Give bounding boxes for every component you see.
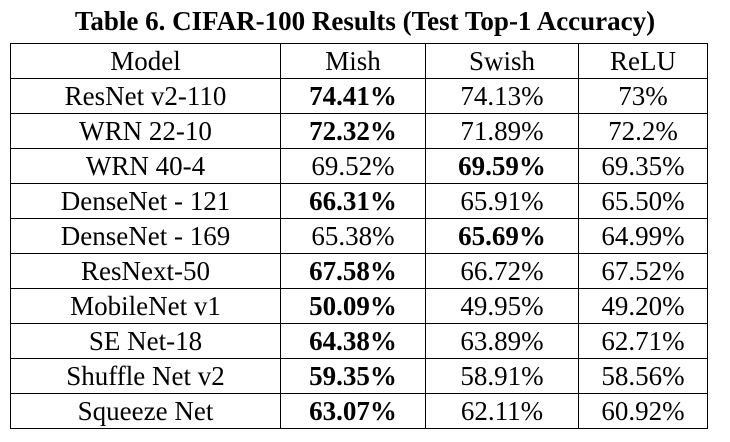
- header-relu: ReLU: [578, 43, 708, 79]
- model-cell: WRN 40-4: [10, 148, 281, 184]
- relu-cell: 58.56%: [578, 358, 708, 394]
- mish-cell: 59.35%: [280, 358, 426, 394]
- model-cell: DenseNet - 169: [10, 218, 281, 254]
- swish-cell: 62.11%: [425, 393, 579, 429]
- table-row: DenseNet - 121 66.31% 65.91% 65.50%: [10, 183, 708, 219]
- model-cell: WRN 22-10: [10, 113, 281, 149]
- header-mish: Mish: [280, 43, 426, 79]
- relu-cell: 69.35%: [578, 148, 708, 184]
- model-cell: SE Net-18: [10, 323, 281, 359]
- relu-cell: 62.71%: [578, 323, 708, 359]
- swish-cell: 66.72%: [425, 253, 579, 289]
- relu-cell: 65.50%: [578, 183, 708, 219]
- mish-cell: 65.38%: [280, 218, 426, 254]
- relu-cell: 49.20%: [578, 288, 708, 324]
- table-row: MobileNet v1 50.09% 49.95% 49.20%: [10, 288, 708, 324]
- model-cell: ResNet v2-110: [10, 78, 281, 114]
- cropped-text-fragment: [60, 436, 360, 442]
- swish-cell: 71.89%: [425, 113, 579, 149]
- relu-cell: 60.92%: [578, 393, 708, 429]
- relu-cell: 73%: [578, 78, 708, 114]
- model-cell: Squeeze Net: [10, 393, 281, 429]
- swish-cell: 58.91%: [425, 358, 579, 394]
- swish-cell: 63.89%: [425, 323, 579, 359]
- results-table: Model Mish Swish ReLU ResNet v2-110 74.4…: [10, 43, 708, 429]
- table-row: DenseNet - 169 65.38% 65.69% 64.99%: [10, 218, 708, 254]
- relu-cell: 67.52%: [578, 253, 708, 289]
- table-row: WRN 40-4 69.52% 69.59% 69.35%: [10, 148, 708, 184]
- table-row: WRN 22-10 72.32% 71.89% 72.2%: [10, 113, 708, 149]
- mish-cell: 63.07%: [280, 393, 426, 429]
- table-row: ResNet v2-110 74.41% 74.13% 73%: [10, 78, 708, 114]
- table-caption: Table 6. CIFAR-100 Results (Test Top-1 A…: [74, 6, 656, 36]
- mish-cell: 72.32%: [280, 113, 426, 149]
- mish-cell: 74.41%: [280, 78, 426, 114]
- relu-cell: 72.2%: [578, 113, 708, 149]
- header-model: Model: [10, 43, 281, 79]
- swish-cell: 65.91%: [425, 183, 579, 219]
- swish-cell: 49.95%: [425, 288, 579, 324]
- table-row: SE Net-18 64.38% 63.89% 62.71%: [10, 323, 708, 359]
- mish-cell: 67.58%: [280, 253, 426, 289]
- mish-cell: 66.31%: [280, 183, 426, 219]
- model-cell: MobileNet v1: [10, 288, 281, 324]
- table-row: ResNext-50 67.58% 66.72% 67.52%: [10, 253, 708, 289]
- swish-cell: 65.69%: [425, 218, 579, 254]
- table-row: Squeeze Net 63.07% 62.11% 60.92%: [10, 393, 708, 429]
- mish-cell: 64.38%: [280, 323, 426, 359]
- relu-cell: 64.99%: [578, 218, 708, 254]
- swish-cell: 74.13%: [425, 78, 579, 114]
- model-cell: ResNext-50: [10, 253, 281, 289]
- mish-cell: 69.52%: [280, 148, 426, 184]
- mish-cell: 50.09%: [280, 288, 426, 324]
- table-row: Shuffle Net v2 59.35% 58.91% 58.56%: [10, 358, 708, 394]
- model-cell: DenseNet - 121: [10, 183, 281, 219]
- swish-cell: 69.59%: [425, 148, 579, 184]
- model-cell: Shuffle Net v2: [10, 358, 281, 394]
- header-swish: Swish: [425, 43, 579, 79]
- header-row: Model Mish Swish ReLU: [10, 43, 708, 79]
